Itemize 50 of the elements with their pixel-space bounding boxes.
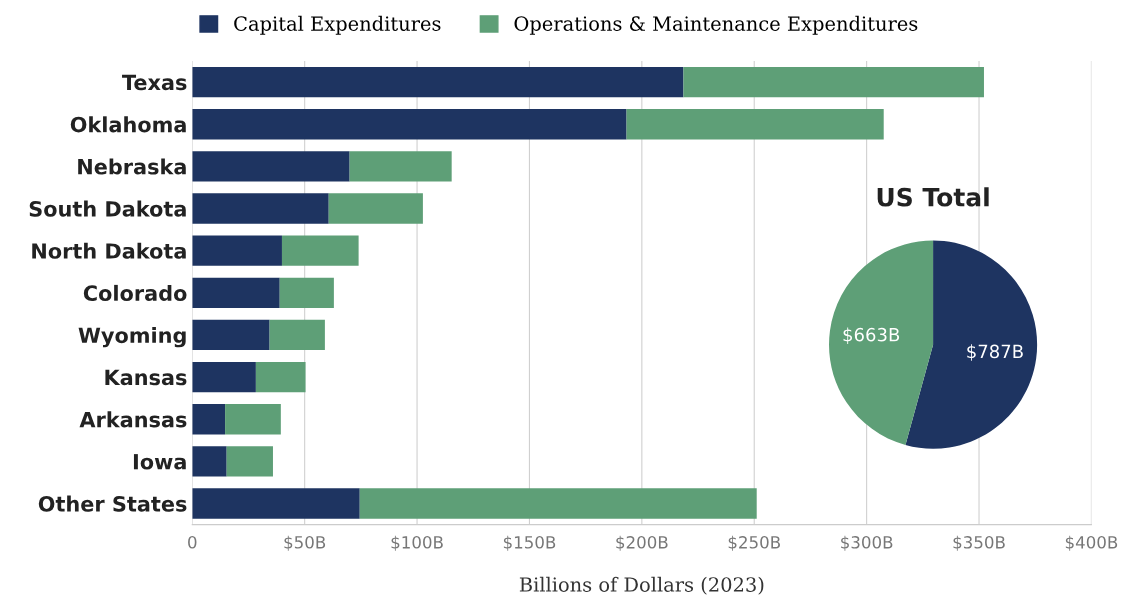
y-tick-label: Arkansas [79,411,187,428]
bar [269,319,325,351]
x-tick-label: $400B [1065,535,1118,551]
chart-title: US Total [877,187,989,207]
data-label: $787B [967,344,1023,361]
x-tick-label: $350B [953,535,1005,551]
bar [225,404,281,435]
x-tick-label: $50B [284,535,326,551]
y-tick-label: South Dakota [29,200,186,217]
legend-label: Capital Expenditures [234,15,441,35]
bar [192,109,627,140]
bar [279,277,334,308]
bar [192,319,270,351]
bar [281,235,359,266]
bar [226,446,273,477]
x-axis-title: Billions of Dollars (2023) [519,576,764,595]
bar [349,151,452,182]
y-tick-label: Oklahoma [70,116,186,133]
x-tick-label: $200B [616,535,668,551]
x-tick-label: $150B [503,535,556,551]
bar [192,361,256,393]
y-tick-label: North Dakota [32,242,186,259]
y-tick-label: Colorado [83,284,187,302]
y-tick-label: Other States [38,495,187,512]
legend-label: Operations & Maintenance Expenditures [514,15,918,35]
x-tick-label: 0 [188,536,197,549]
x-tick-label: $250B [728,535,780,551]
bar [192,446,227,477]
bar [192,151,350,182]
pie-slice [905,240,1038,449]
y-tick-label: Iowa [133,454,186,470]
y-tick-label: Kansas [105,369,187,386]
pie-slice [829,240,934,445]
bar [192,488,360,519]
data-label: $663B [843,327,900,344]
x-tick-label: $100B [391,535,443,551]
bar [328,193,423,224]
bar [626,109,884,140]
bar [192,277,280,308]
bar [192,66,684,98]
bar [192,235,282,266]
bar [255,361,306,393]
bar [683,66,984,98]
y-tick-label: Texas [122,74,187,91]
bar [192,193,329,224]
bar [192,404,226,435]
y-tick-label: Wyoming [78,327,186,348]
bar [359,488,757,519]
x-tick-label: $300B [841,535,893,551]
y-tick-label: Nebraska [78,158,186,175]
